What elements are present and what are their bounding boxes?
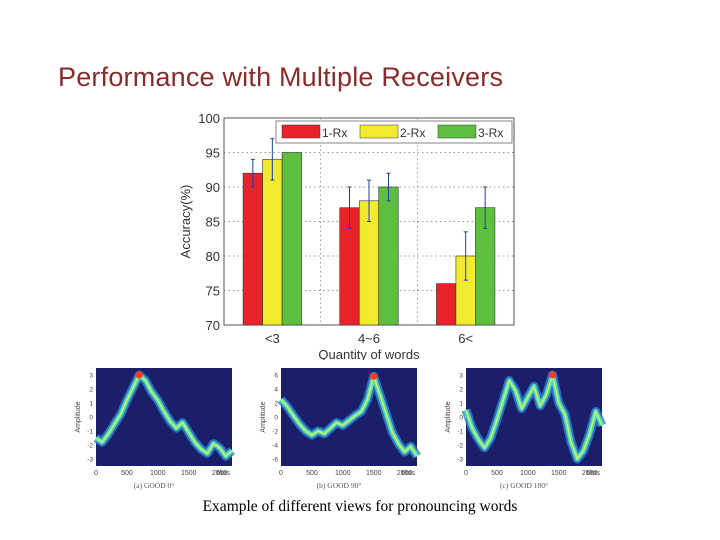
- legend-label: 3-Rx: [478, 126, 503, 140]
- bar: [262, 159, 283, 326]
- y-axis-label: Amplitude: [445, 401, 452, 432]
- y-tick-label: -1: [87, 429, 93, 436]
- y-tick-label: -3: [457, 457, 463, 464]
- slide-title: Performance with Multiple Receivers: [58, 62, 504, 92]
- y-tick-label: -2: [87, 443, 93, 450]
- x-tick-label: 1000: [335, 470, 351, 477]
- y-tick-label: 100: [198, 111, 220, 126]
- legend-swatch: [359, 124, 399, 139]
- y-tick-label: 4: [274, 387, 278, 394]
- y-tick-label: 0: [459, 415, 463, 422]
- y-tick-label: -6: [272, 457, 278, 464]
- x-tick-label: 1500: [366, 470, 382, 477]
- x-tick-label: 0: [94, 470, 98, 477]
- x-axis-label: Quantity of words: [318, 347, 420, 360]
- y-tick-label: 3: [459, 373, 463, 380]
- x-tick-label: 500: [121, 470, 133, 477]
- y-tick-label: 2: [274, 401, 278, 408]
- y-tick-label: 6: [274, 373, 278, 380]
- x-tick-label: 4~6: [358, 331, 380, 346]
- legend: 1-Rx 2-Rx 3-Rx: [275, 120, 513, 144]
- y-axis-label: Amplitude: [75, 401, 82, 432]
- y-axis-label: Accuracy(%): [178, 185, 193, 259]
- y-tick-label: 75: [206, 284, 220, 299]
- y-tick-label: 2: [89, 387, 93, 394]
- bar: [281, 152, 302, 326]
- y-tick-label: -3: [87, 457, 93, 464]
- signal-peak-line: [465, 374, 603, 460]
- y-tick-label: 70: [206, 318, 220, 333]
- x-tick-label: 500: [491, 470, 503, 477]
- x-axis-label: t/ms: [402, 470, 416, 477]
- signal-hotspot: [135, 371, 143, 379]
- x-tick-label: 0: [279, 470, 283, 477]
- y-tick-label: 85: [206, 215, 220, 230]
- x-tick-label: 2000: [397, 470, 413, 477]
- slide-caption: Example of different views for pronounci…: [202, 498, 518, 515]
- signal-peak-line: [95, 374, 233, 457]
- y-axis-label: Amplitude: [260, 401, 267, 432]
- spectrogram-caption: (b) GOOD 90°: [317, 481, 362, 490]
- legend-label: 1-Rx: [322, 126, 347, 140]
- x-tick-label: 0: [464, 470, 468, 477]
- signal-hotspot: [549, 371, 557, 379]
- legend-swatch: [437, 124, 477, 139]
- spectrogram-caption: (c) GOOD 180°: [500, 481, 548, 490]
- y-tick-label: 90: [206, 180, 220, 195]
- x-tick-label: 2000: [212, 470, 228, 477]
- x-axis-label: t/ms: [217, 470, 231, 477]
- y-tick-label: -1: [457, 429, 463, 436]
- y-tick-label: 1: [89, 401, 93, 408]
- accuracy-bar-chart: 70 75 80 85 90 95 100 <3 4~6 6< Quantity of words A…: [178, 111, 515, 360]
- x-tick-label: 6<: [458, 331, 473, 346]
- y-tick-label: 80: [206, 249, 220, 264]
- legend-label: 2-Rx: [400, 126, 425, 140]
- signal-hotspot: [370, 372, 378, 380]
- y-tick-label: 0: [89, 415, 93, 422]
- x-tick-label: 1500: [181, 470, 197, 477]
- signal-peak-line: [280, 375, 418, 457]
- y-tick-label: -2: [272, 429, 278, 436]
- legend-swatch: [281, 124, 321, 139]
- x-tick-label: 1500: [551, 470, 567, 477]
- y-tick-label: 95: [206, 146, 220, 161]
- y-tick-label: -2: [457, 443, 463, 450]
- y-tick-label: 3: [89, 373, 93, 380]
- x-axis-label: t/ms: [587, 470, 601, 477]
- x-tick-label: <3: [265, 331, 280, 346]
- x-tick-label: 1000: [520, 470, 536, 477]
- x-tick-label: 2000: [582, 470, 598, 477]
- bar: [242, 172, 263, 326]
- spectrogram-caption: (a) GOOD 0°: [134, 481, 175, 490]
- y-tick-label: 0: [274, 415, 278, 422]
- bar: [436, 283, 457, 326]
- y-tick-label: 1: [459, 401, 463, 408]
- y-tick-label: 2: [459, 387, 463, 394]
- x-tick-label: 1000: [150, 470, 166, 477]
- x-tick-label: 500: [306, 470, 318, 477]
- bar: [378, 186, 399, 326]
- y-tick-label: -4: [272, 443, 278, 450]
